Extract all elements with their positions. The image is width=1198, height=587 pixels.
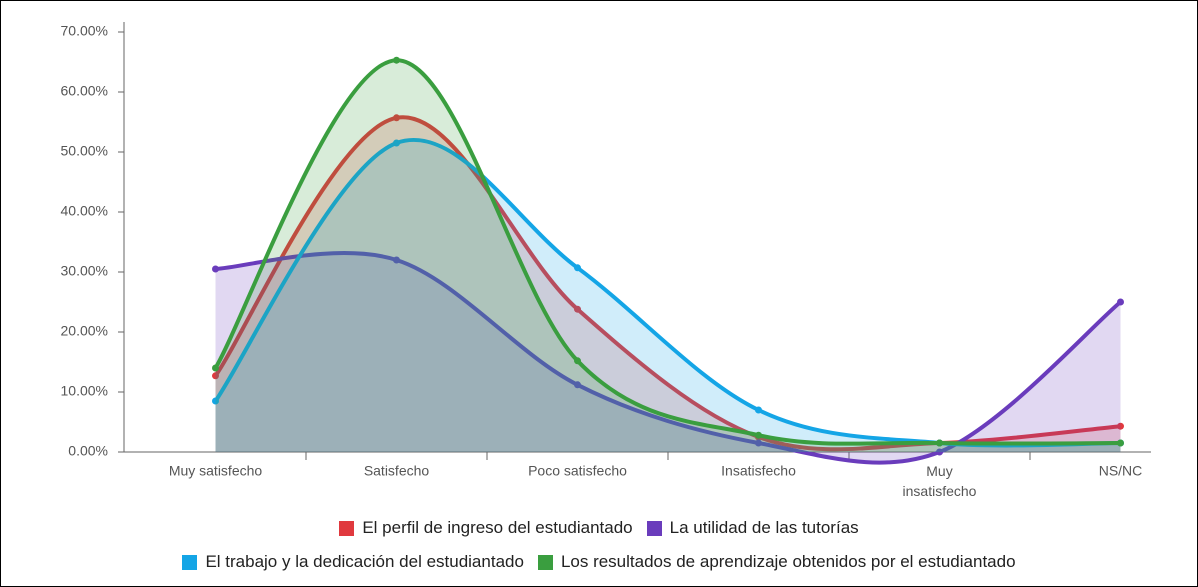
data-point [1117,298,1124,306]
data-point [1117,439,1124,447]
legend: El perfil de ingreso del estudiantado La … [1,511,1197,579]
y-tick-label: 70.00% [61,23,108,39]
x-tick-label: Insatisfecho [721,463,796,479]
y-tick-label: 50.00% [61,143,108,159]
area-fill [215,117,1121,453]
data-point [212,397,219,405]
x-tick-label: Poco satisfecho [528,463,627,479]
data-point [755,431,762,439]
data-point [393,256,400,264]
x-tick-label: Satisfecho [364,463,430,479]
y-tick-label: 10.00% [61,383,108,399]
x-tick-label: NS/NC [1099,463,1143,479]
data-point [755,406,762,414]
area-fill [215,253,1121,463]
data-point [1117,422,1124,430]
x-tick-label: Muy insatisfecho [903,463,977,499]
data-point [212,265,219,273]
area-fill [215,60,1121,453]
data-point [212,372,219,380]
data-point [393,114,400,122]
y-tick-label: 20.00% [61,323,108,339]
data-point [393,56,400,64]
data-point [574,357,581,365]
legend-item[interactable]: Los resultados de aprendizaje obtenidos … [537,552,1016,572]
legend-swatch [537,554,553,570]
data-point [936,448,943,456]
data-point [574,264,581,272]
y-tick-label: 30.00% [61,263,108,279]
legend-label: El perfil de ingreso del estudiantado [362,518,633,537]
legend-swatch [646,520,662,536]
legend-label: La utilidad de las tutorías [669,518,859,537]
x-tick-label: Muy satisfecho [169,463,263,479]
data-point [574,381,581,389]
y-tick-label: 60.00% [61,83,108,99]
legend-item[interactable]: La utilidad de las tutorías [646,518,859,538]
series-line [215,251,1122,465]
legend-item[interactable]: El perfil de ingreso del estudiantado [339,518,633,538]
data-point [574,305,581,313]
y-tick-label: 0.00% [68,443,108,459]
legend-label: El trabajo y la dedicación del estudiant… [205,552,524,571]
chart: 0.00% 10.00% 20.00% 30.00% 40.00% 50.00% 60.00… [61,22,1151,499]
legend-item[interactable]: El trabajo y la dedicación del estudiant… [182,552,524,572]
data-point [212,364,219,372]
data-point [936,439,943,447]
data-point [755,439,762,447]
legend-swatch [182,554,198,570]
legend-label: Los resultados de aprendizaje obtenidos … [560,552,1016,571]
area-fill [215,139,1121,452]
data-point [393,139,400,147]
legend-swatch [339,520,355,536]
y-tick-label: 40.00% [61,203,108,219]
legend-row: El trabajo y la dedicación del estudiant… [1,545,1197,579]
legend-row: El perfil de ingreso del estudiantado La … [1,511,1197,545]
